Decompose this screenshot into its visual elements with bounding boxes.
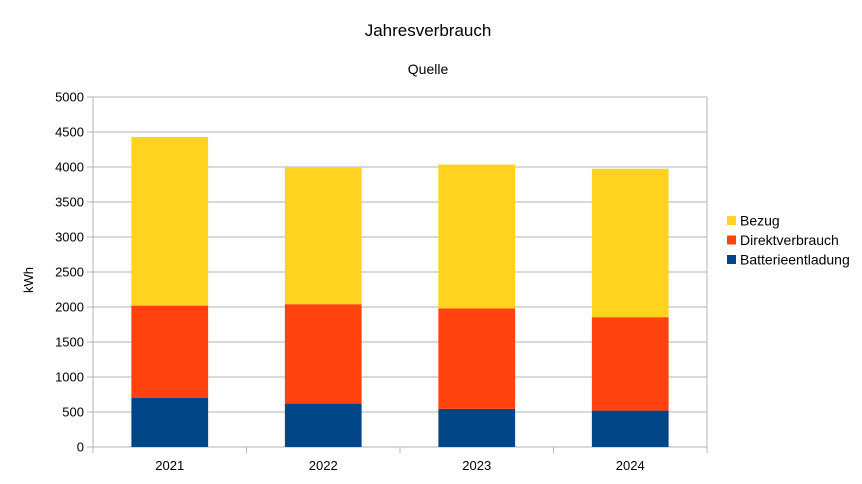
bar-segment [131, 136, 209, 306]
bar-segment [438, 308, 516, 409]
bar-segment [131, 398, 209, 447]
bars [131, 136, 669, 447]
bar-segment [131, 305, 209, 398]
y-tick-label: 5000 [55, 90, 84, 105]
y-axis-label: kWh [21, 267, 36, 293]
chart-title: Jahresverbrauch [365, 21, 492, 40]
y-tick-label: 3000 [55, 230, 84, 245]
y-tick-label: 500 [62, 405, 84, 420]
x-tick-label: 2023 [462, 458, 491, 473]
bar-segment [591, 410, 669, 447]
legend-swatch [727, 255, 736, 264]
y-tick-label: 4500 [55, 125, 84, 140]
legend-swatch [727, 216, 736, 225]
x-tick-label: 2022 [309, 458, 338, 473]
legend-label: Direktverbrauch [740, 232, 839, 248]
bar-segment [438, 408, 516, 447]
bar-segment [284, 304, 362, 404]
axes: 0 500 1000 1500 2000 2500 3000 3500 4000 4500 5000… [55, 90, 708, 473]
bar-segment [284, 167, 362, 305]
legend-label: Bezug [740, 213, 780, 229]
y-tick-label: 4000 [55, 160, 84, 175]
legend-label: Batterieentladung [740, 252, 850, 268]
y-tick-label: 3500 [55, 195, 84, 210]
bar-segment [591, 168, 669, 318]
x-tick-label: 2021 [155, 458, 184, 473]
chart-subtitle: Quelle [408, 61, 449, 77]
bar-segment [284, 403, 362, 447]
x-tick-label: 2024 [616, 458, 645, 473]
bar-segment [438, 164, 516, 309]
y-tick-label: 2500 [55, 265, 84, 280]
y-tick-label: 1000 [55, 370, 84, 385]
y-tick-label: 1500 [55, 335, 84, 350]
y-tick-label: 2000 [55, 300, 84, 315]
legend-swatch [727, 235, 736, 245]
y-tick-label: 0 [77, 440, 84, 455]
legend: Bezug Direktverbrauch Batterieentladung [727, 213, 850, 268]
bar-segment [591, 317, 669, 411]
